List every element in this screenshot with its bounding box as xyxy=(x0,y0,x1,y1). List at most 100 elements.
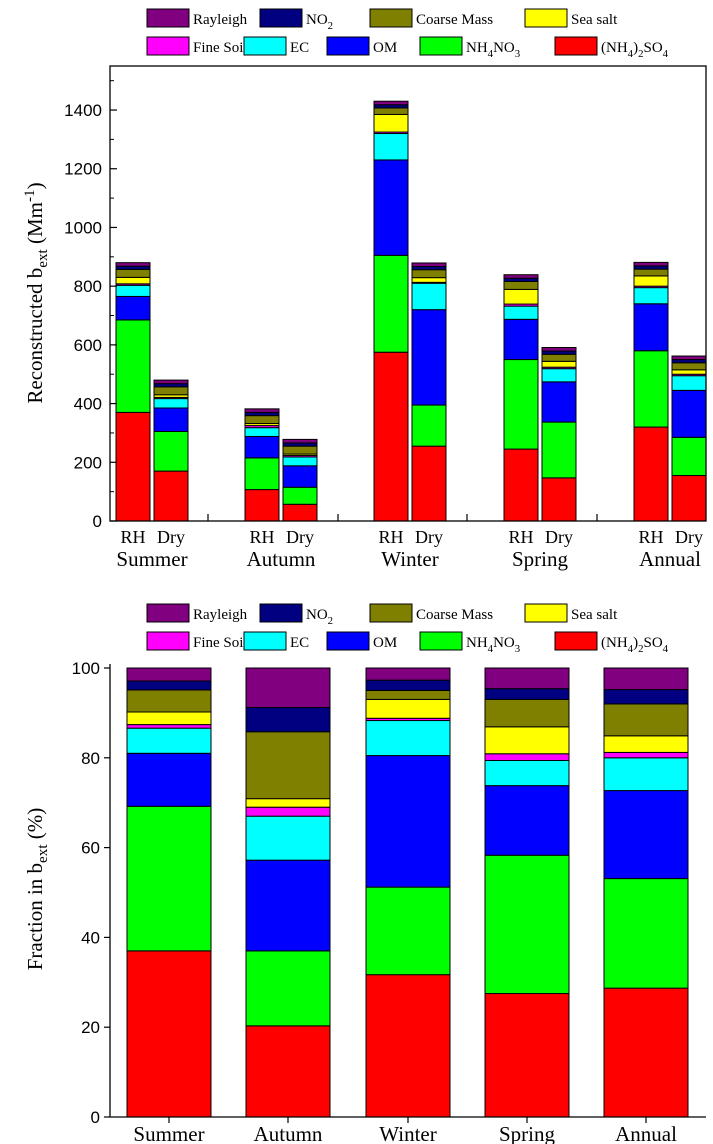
bottom-bar-winter-coarse xyxy=(365,689,451,700)
bottom-bar-annual-finesoil xyxy=(603,751,689,759)
top-legend-swatch-om xyxy=(326,36,370,56)
bottom-bar-summer-seasalt xyxy=(126,711,212,726)
top-legend: Rayleigh NO2 Coarse Mass Sea salt Fine Soil E… xyxy=(146,8,669,60)
top-bar-summer-dry-coarse xyxy=(153,386,189,396)
top-bar-spring-dry-rayleigh xyxy=(541,347,577,352)
bottom-bar-autumn-ec xyxy=(245,815,331,861)
bottom-legend-label-nh42so4: (NH4)2SO4 xyxy=(601,635,669,655)
bottom-legend: Rayleigh NO2 Coarse Mass Sea salt Fine Soil E… xyxy=(146,603,669,655)
top-subcategory-label: Dry xyxy=(675,527,703,547)
top-subcategory-label: Dry xyxy=(415,527,443,547)
bottom-bar-spring-finesoil xyxy=(484,753,570,761)
bottom-legend-swatch-no2 xyxy=(259,603,303,623)
top-legend-label-om: OM xyxy=(373,40,397,56)
top-bar-winter-dry-coarse xyxy=(411,269,447,279)
bottom-legend-label-seasalt: Sea salt xyxy=(571,607,618,623)
bottom-bar-spring-ec xyxy=(484,759,570,787)
top-subcategory-label: Dry xyxy=(545,527,573,547)
top-bar-spring-dry-ec xyxy=(541,368,577,383)
top-bar-spring-rh-rayleigh xyxy=(503,274,539,279)
bottom-legend-label-coarse: Coarse Mass xyxy=(416,607,493,623)
bottom-bar-summer-finesoil xyxy=(126,724,212,729)
bottom-bar-summer-rayleigh xyxy=(126,667,212,682)
bottom-legend-swatch-finesoil xyxy=(146,631,190,651)
bottom-bar-spring-seasalt xyxy=(484,726,570,755)
top-bar-winter-rh-coarse xyxy=(373,107,409,115)
bottom-group-label: Annual xyxy=(615,1122,677,1144)
bottom-bar-spring-nh42so4 xyxy=(484,993,570,1118)
bottom-bar-annual-no2 xyxy=(603,689,689,705)
bottom-bar-annual-ec xyxy=(603,757,689,792)
bottom-bar-autumn-nh4no3 xyxy=(245,950,331,1027)
top-bar-summer-rh-rayleigh xyxy=(115,262,151,267)
top-ytick-label: 600 xyxy=(74,336,102,355)
top-bar-summer-rh-nh4no3 xyxy=(115,319,151,413)
top-group-label: Winter xyxy=(381,547,438,571)
top-y-axis-label: Reconstructed bext (Mm-1) xyxy=(22,182,51,403)
top-bar-annual-rh-nh42so4 xyxy=(633,426,669,522)
top-legend-label-rayleigh: Rayleigh xyxy=(193,12,248,28)
top-legend-label-seasalt: Sea salt xyxy=(571,12,618,28)
top-legend-label-no2: NO2 xyxy=(306,12,333,32)
bottom-bar-autumn-no2 xyxy=(245,707,331,733)
bottom-legend-swatch-rayleigh xyxy=(146,603,190,623)
bottom-bar-spring-rayleigh xyxy=(484,667,570,690)
top-ytick-label: 800 xyxy=(74,277,102,296)
top-bar-summer-dry-ec xyxy=(153,398,189,409)
top-bar-summer-rh-ec xyxy=(115,284,151,297)
bottom-bar-summer-nh42so4 xyxy=(126,950,212,1118)
bottom-legend-swatch-nh42so4 xyxy=(554,631,598,651)
top-bar-summer-rh-nh42so4 xyxy=(115,411,151,522)
top-bar-winter-rh-seasalt xyxy=(373,113,409,133)
bottom-bar-autumn-rayleigh xyxy=(245,667,331,709)
top-group-label: Summer xyxy=(116,547,187,571)
bottom-bar-autumn-om xyxy=(245,859,331,952)
bottom-bar-winter-nh4no3 xyxy=(365,886,451,976)
top-bar-autumn-rh-om xyxy=(244,435,280,459)
top-bar-spring-dry-nh4no3 xyxy=(541,421,577,479)
top-bar-winter-dry-rayleigh xyxy=(411,262,447,267)
bottom-legend-label-nh4no3: NH4NO3 xyxy=(466,635,520,655)
top-bar-autumn-rh-nh42so4 xyxy=(244,489,280,522)
top-bar-winter-rh-om xyxy=(373,159,409,256)
top-group-label: Annual xyxy=(639,547,701,571)
top-bar-autumn-dry-rayleigh xyxy=(282,438,318,444)
top-bar-annual-rh-ec xyxy=(633,287,669,305)
top-bar-spring-dry-om xyxy=(541,381,577,423)
bottom-bar-summer-om xyxy=(126,752,212,807)
top-ytick-label: 1000 xyxy=(64,218,102,237)
top-bar-summer-rh-coarse xyxy=(115,268,151,278)
top-subcategory-label: RH xyxy=(249,527,274,547)
top-plot-frame xyxy=(109,65,707,522)
bottom-legend-label-ec: EC xyxy=(290,635,309,651)
bottom-ytick-label: 60 xyxy=(81,839,100,858)
top-bar-spring-rh-om xyxy=(503,318,539,361)
top-bar-annual-dry-ec xyxy=(671,375,707,391)
top-bar-spring-rh-seasalt xyxy=(503,288,539,305)
top-bar-autumn-dry-ec xyxy=(282,456,318,467)
bottom-bar-autumn-coarse xyxy=(245,731,331,800)
top-bar-annual-rh-om xyxy=(633,303,669,352)
top-subcategory-label: RH xyxy=(638,527,663,547)
top-bar-autumn-rh-nh4no3 xyxy=(244,457,280,491)
top-bar-spring-rh-nh4no3 xyxy=(503,359,539,450)
bottom-bar-annual-rayleigh xyxy=(603,667,689,691)
bottom-bar-summer-coarse xyxy=(126,689,212,713)
bottom-bar-winter-no2 xyxy=(365,679,451,691)
bottom-bar-annual-nh4no3 xyxy=(603,878,689,989)
top-legend-swatch-nh4no3 xyxy=(419,36,463,56)
bottom-bar-winter-rayleigh xyxy=(365,667,451,681)
bottom-group-label: Summer xyxy=(133,1122,204,1144)
top-bar-spring-dry-nh42so4 xyxy=(541,477,577,522)
top-bar-autumn-dry-nh42so4 xyxy=(282,503,318,522)
bottom-bar-annual-coarse xyxy=(603,703,689,737)
top-legend-swatch-finesoil xyxy=(146,36,190,56)
bottom-ytick-label: 20 xyxy=(81,1018,100,1037)
top-legend-swatch-seasalt xyxy=(524,8,568,28)
bottom-bar-winter-seasalt xyxy=(365,698,451,719)
bottom-y-axis-label: Fraction in bext (%) xyxy=(23,808,51,971)
bottom-bar-summer-ec xyxy=(126,727,212,754)
top-bar-autumn-dry-om xyxy=(282,465,318,488)
top-legend-label-nh42so4: (NH4)2SO4 xyxy=(601,40,669,60)
bottom-bar-winter-ec xyxy=(365,720,451,757)
